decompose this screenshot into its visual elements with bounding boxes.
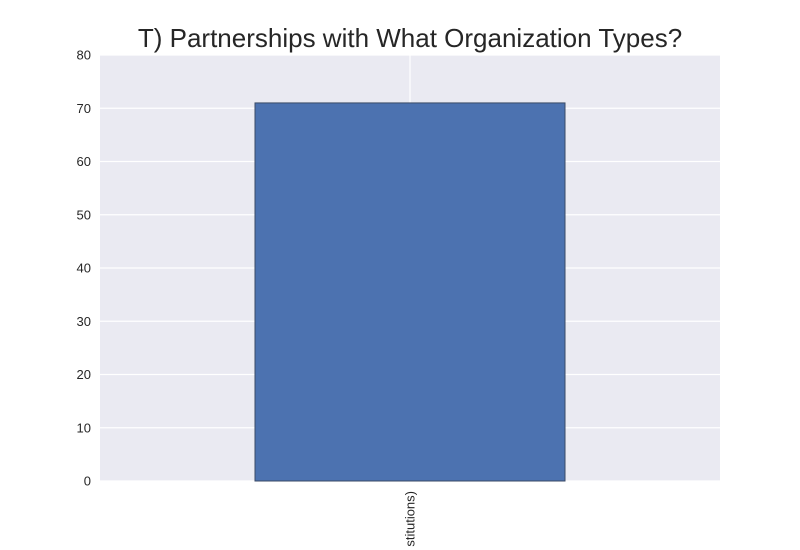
y-tick-label: 70 [77,101,91,116]
x-axis-ticks: stitutions) [403,491,418,547]
y-tick-label: 20 [77,367,91,382]
x-tick-label: stitutions) [403,491,418,547]
y-tick-label: 80 [77,48,91,63]
y-axis-ticks: 0 10 20 30 40 50 60 70 80 [77,48,91,489]
y-tick-label: 60 [77,154,91,169]
bars [254,102,566,482]
y-tick-label: 10 [77,420,91,435]
bar [254,102,566,482]
y-tick-label: 0 [84,474,91,489]
y-tick-label: 50 [77,207,91,222]
y-tick-label: 40 [77,261,91,276]
y-tick-label: 30 [77,314,91,329]
chart-title: T) Partnerships with What Organization T… [138,23,682,53]
